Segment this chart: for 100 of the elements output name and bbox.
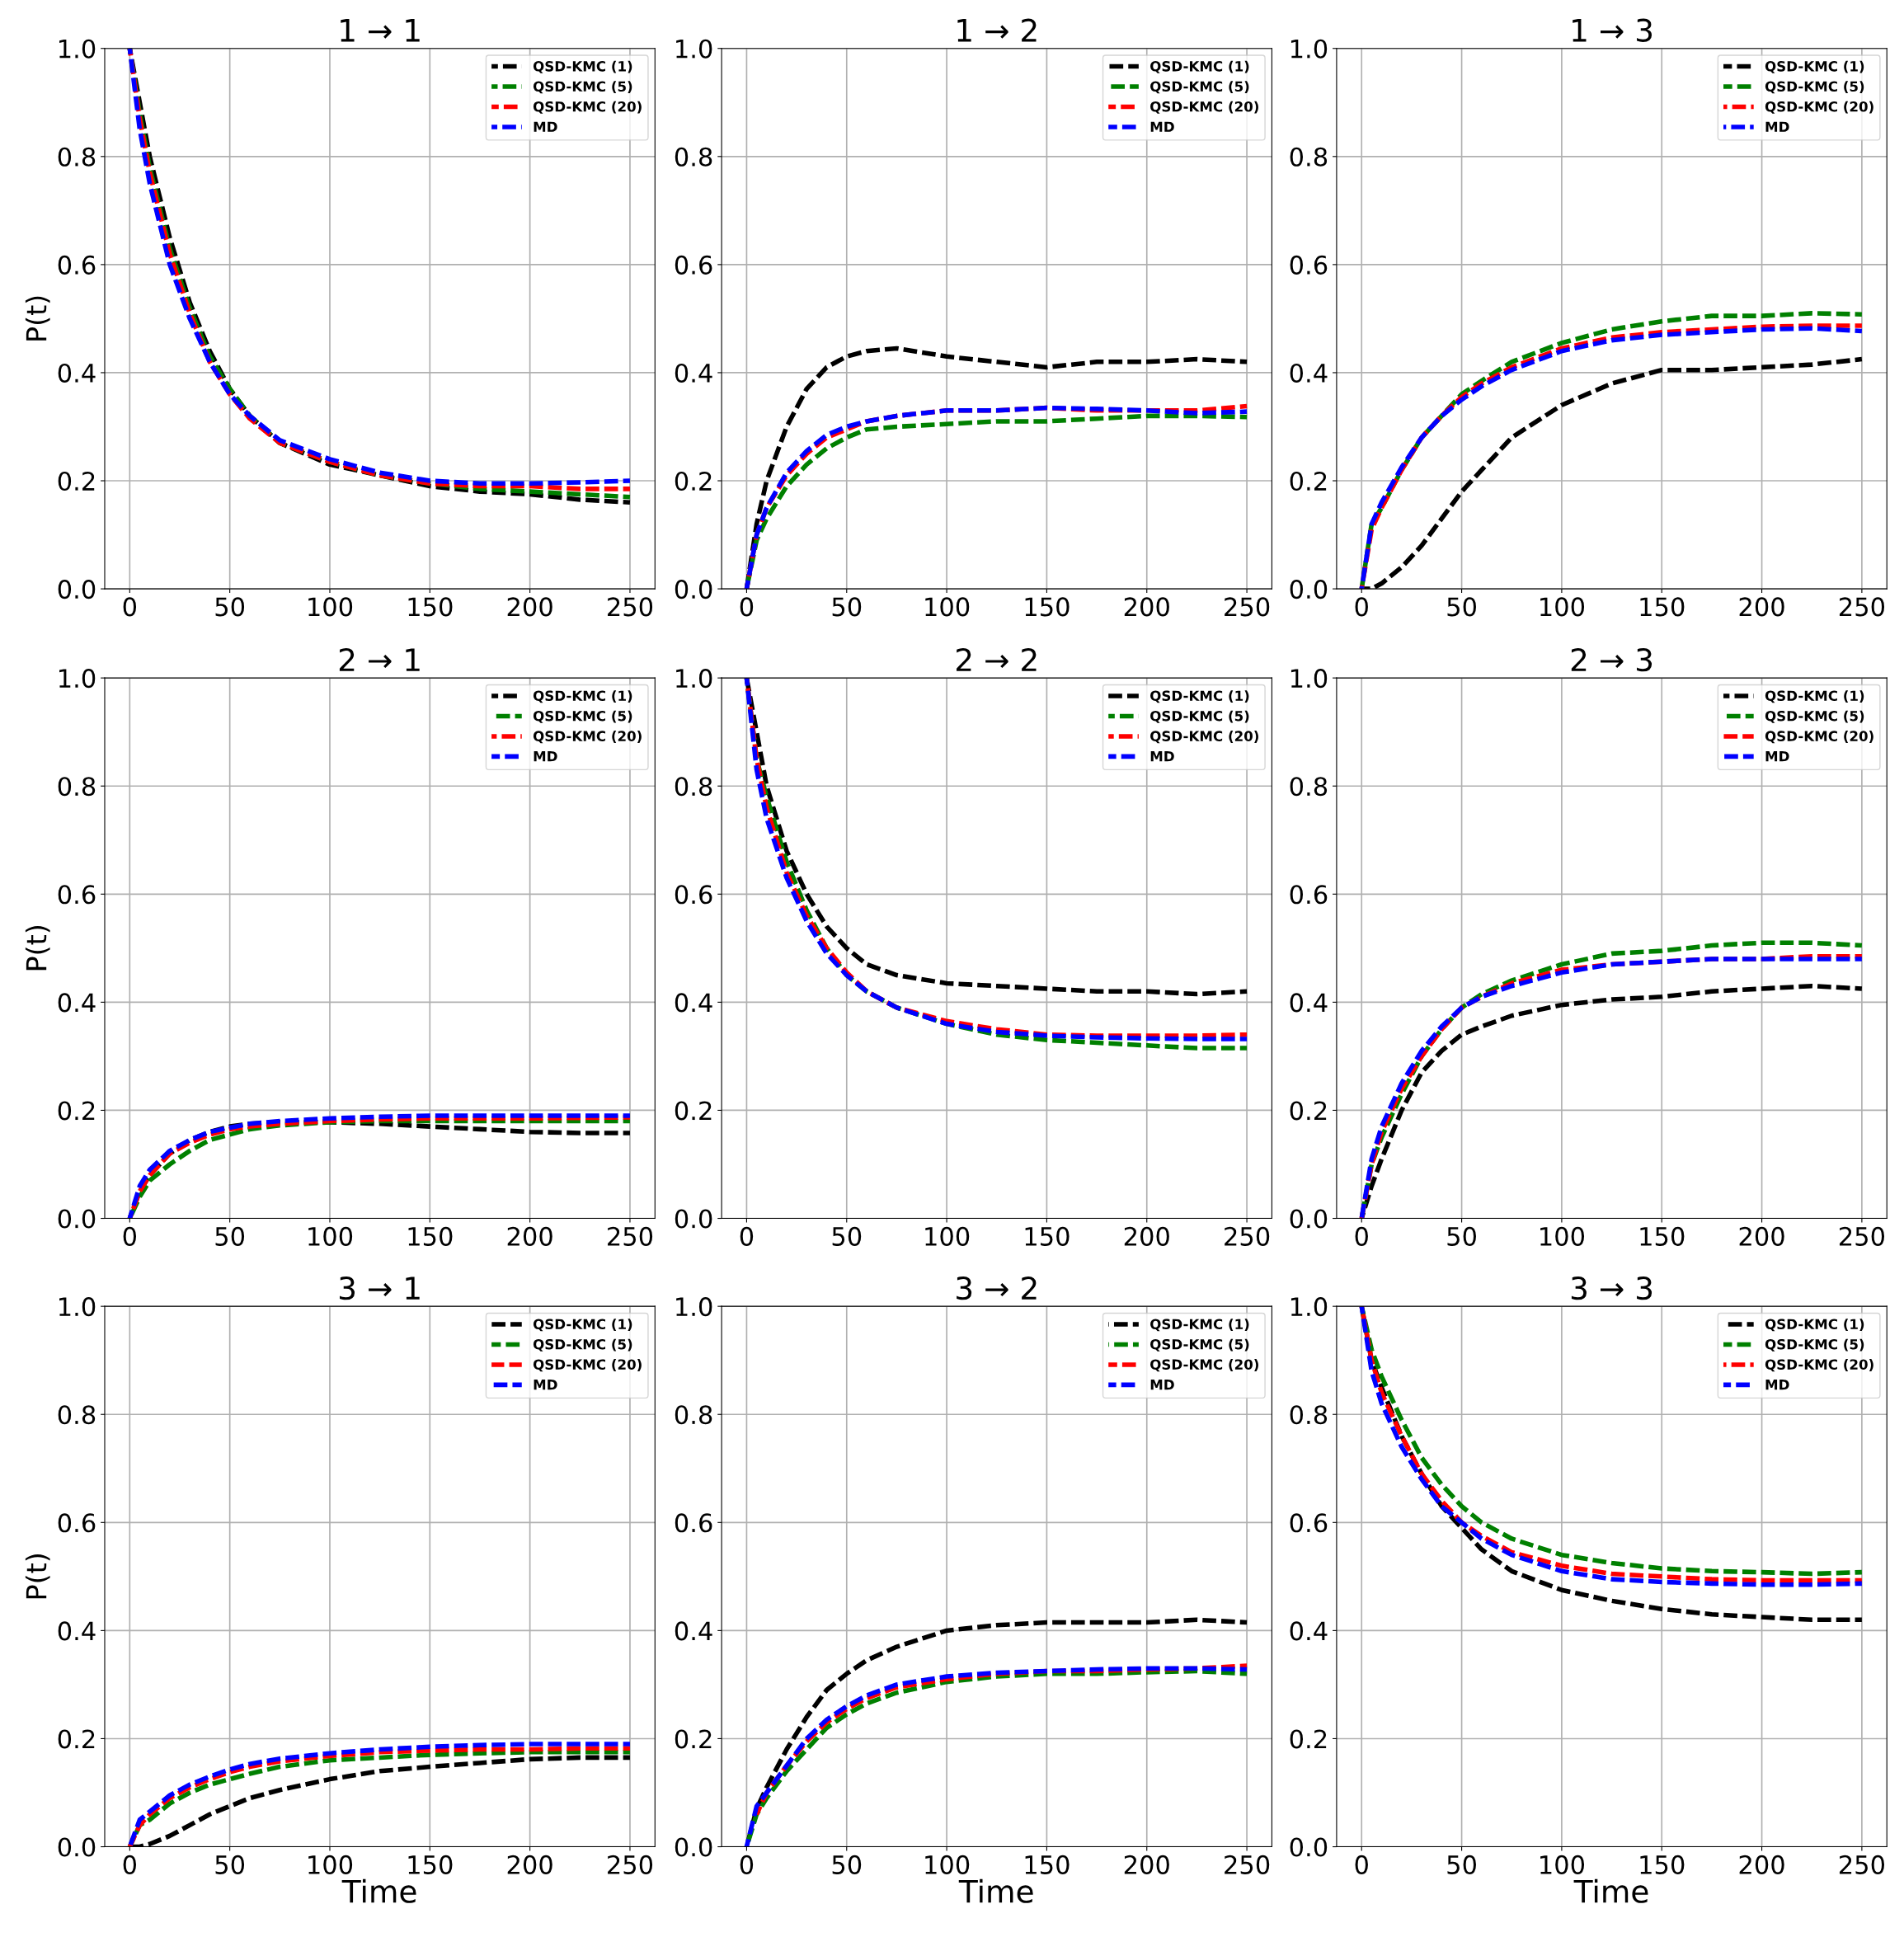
y-tick-label: 0.2 <box>1290 1101 1327 1121</box>
y-tick-label: 0.8 <box>1290 147 1328 167</box>
y-tick-label: 1.0 <box>59 39 96 59</box>
y-tick-label: 0.4 <box>1290 993 1328 1013</box>
y-tick-label: 1.0 <box>1290 669 1328 689</box>
legend-label: QSD-KMC (5) <box>1150 710 1249 723</box>
x-tick-label: 50 <box>832 1226 862 1246</box>
y-tick-label: 1.0 <box>676 669 712 689</box>
legend-label: QSD-KMC (20) <box>1765 1359 1873 1372</box>
y-tick-label: 0.2 <box>58 471 95 491</box>
x-tick-label: 150 <box>408 597 453 617</box>
y-tick-label: 0.6 <box>1290 255 1328 275</box>
y-tick-label: 0.2 <box>1290 1729 1327 1749</box>
y-axis-title: P(t) <box>25 1554 50 1599</box>
y-tick-label: 0.4 <box>675 1621 712 1641</box>
chart-title: 1 → 3 <box>1573 18 1652 42</box>
legend-label: QSD-KMC (1) <box>533 60 632 73</box>
legend-label: MD <box>1150 751 1174 762</box>
x-tick-label: 200 <box>1739 1855 1784 1874</box>
y-tick-label: 0.0 <box>675 1209 712 1229</box>
legend-label: QSD-KMC (20) <box>1150 1359 1258 1372</box>
x-tick-label: 150 <box>408 1855 453 1874</box>
y-tick-label: 1.0 <box>676 39 712 59</box>
legend-label: QSD-KMC (5) <box>533 710 632 723</box>
x-tick-label: 250 <box>1225 597 1270 617</box>
x-tick-label: 150 <box>1640 1855 1685 1874</box>
legend-label: QSD-KMC (20) <box>533 101 642 114</box>
y-axis-title: P(t) <box>25 296 50 341</box>
y-tick-label: 0.2 <box>58 1101 95 1121</box>
legend-label: QSD-KMC (20) <box>1765 101 1873 114</box>
legend-label: QSD-KMC (1) <box>533 690 632 703</box>
legend-label: MD <box>1150 1380 1174 1390</box>
y-tick-label: 0.6 <box>675 255 712 275</box>
y-tick-label: 0.0 <box>675 580 712 599</box>
y-tick-label: 0.4 <box>58 363 96 383</box>
x-tick-label: 50 <box>832 1855 862 1874</box>
legend-label: QSD-KMC (20) <box>533 731 642 744</box>
x-tick-label: 100 <box>1540 1855 1585 1874</box>
x-tick-label: 50 <box>215 597 245 617</box>
legend-label: QSD-KMC (5) <box>1150 1338 1249 1352</box>
legend-label: MD <box>534 751 557 762</box>
x-tick-label: 0 <box>123 597 137 617</box>
y-tick-label: 0.4 <box>675 993 712 1013</box>
legend-label: MD <box>534 1380 557 1390</box>
legend-label: QSD-KMC (20) <box>1150 731 1258 744</box>
x-tick-label: 250 <box>1839 597 1885 617</box>
y-tick-label: 0.4 <box>58 993 96 1013</box>
y-tick-label: 0.0 <box>675 1837 712 1857</box>
legend-label: QSD-KMC (5) <box>533 81 632 94</box>
legend-label: QSD-KMC (1) <box>1150 1319 1249 1332</box>
y-tick-label: 0.0 <box>58 1209 96 1229</box>
y-tick-label: 0.4 <box>58 1621 96 1641</box>
legend-label: QSD-KMC (5) <box>1765 81 1864 94</box>
x-tick-label: 50 <box>1447 597 1476 617</box>
y-tick-label: 1.0 <box>1290 1297 1328 1317</box>
x-tick-label: 0 <box>740 1226 754 1246</box>
x-tick-label: 100 <box>1540 597 1585 617</box>
x-tick-label: 50 <box>832 597 862 617</box>
legend-label: QSD-KMC (1) <box>1150 690 1249 703</box>
legend-label: QSD-KMC (5) <box>1150 81 1249 94</box>
x-tick-label: 150 <box>408 1226 453 1246</box>
x-tick-label: 100 <box>1540 1226 1585 1246</box>
x-tick-label: 0 <box>740 597 754 617</box>
y-tick-label: 0.0 <box>1290 580 1328 599</box>
x-tick-label: 150 <box>1025 597 1070 617</box>
x-tick-label: 250 <box>608 1226 653 1246</box>
x-tick-label: 0 <box>1355 1226 1368 1246</box>
x-tick-label: 250 <box>608 597 653 617</box>
y-tick-label: 1.0 <box>1290 39 1328 59</box>
y-tick-label: 0.0 <box>58 580 96 599</box>
legend-label: QSD-KMC (20) <box>533 1359 642 1372</box>
x-tick-label: 200 <box>1124 1855 1169 1874</box>
y-tick-label: 0.2 <box>58 1729 95 1749</box>
chart-title: 3 → 3 <box>1571 1276 1652 1300</box>
y-tick-label: 0.8 <box>675 1405 712 1425</box>
legend-label: QSD-KMC (20) <box>1150 101 1258 114</box>
legend-label: MD <box>534 121 557 132</box>
y-tick-label: 0.2 <box>675 1729 712 1749</box>
x-tick-label: 100 <box>308 597 353 617</box>
x-tick-label: 100 <box>925 1226 970 1246</box>
x-tick-label: 0 <box>123 1855 137 1874</box>
legend-label: QSD-KMC (20) <box>1765 731 1873 744</box>
x-tick-label: 250 <box>1225 1855 1270 1874</box>
y-tick-label: 0.6 <box>58 885 96 905</box>
x-axis-title: Time <box>341 1878 416 1903</box>
chart-title: 2 → 2 <box>957 647 1037 671</box>
legend-label: QSD-KMC (5) <box>1765 710 1864 723</box>
y-tick-label: 1.0 <box>59 669 96 689</box>
y-tick-label: 0.8 <box>1290 777 1328 797</box>
legend-label: QSD-KMC (1) <box>1765 1319 1864 1332</box>
x-tick-label: 0 <box>740 1855 754 1874</box>
x-tick-label: 0 <box>1355 1855 1368 1874</box>
y-tick-label: 1.0 <box>676 1297 712 1317</box>
y-tick-label: 0.8 <box>675 147 712 167</box>
y-tick-label: 0.6 <box>58 1513 96 1533</box>
x-tick-label: 200 <box>1124 1226 1169 1246</box>
x-tick-label: 50 <box>1447 1855 1476 1874</box>
legend-label: QSD-KMC (5) <box>1765 1338 1864 1352</box>
x-tick-label: 100 <box>925 597 970 617</box>
x-tick-label: 0 <box>123 1226 137 1246</box>
